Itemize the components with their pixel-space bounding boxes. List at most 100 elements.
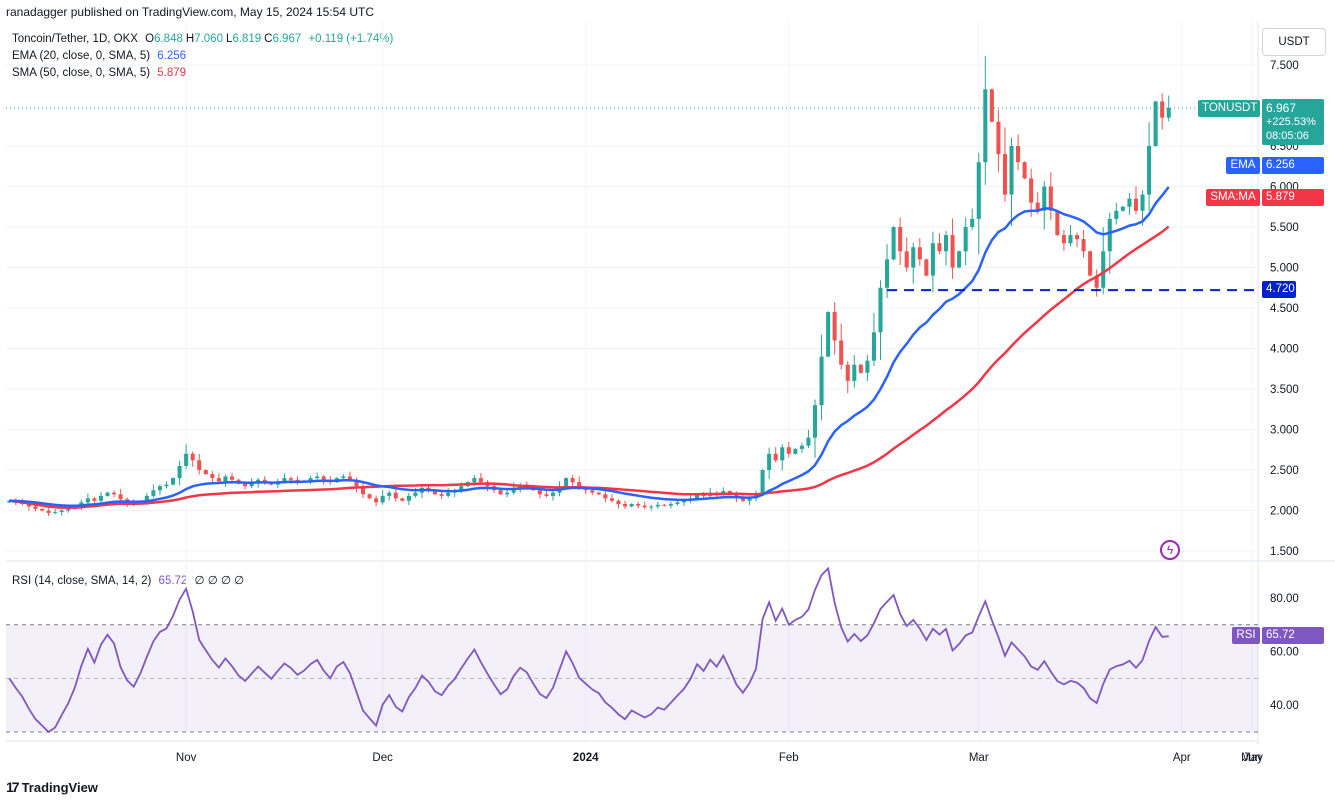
candle-body: [1120, 206, 1125, 211]
publish-header: ranadagger published on TradingView.com,…: [6, 5, 375, 19]
candle-body: [459, 486, 464, 491]
candle-body: [210, 474, 215, 479]
candle-body: [1042, 186, 1047, 211]
candle-body: [387, 492, 392, 496]
candle-body: [203, 470, 208, 475]
price-tick-label: 3.000: [1270, 425, 1299, 437]
candle-body: [590, 490, 595, 493]
price-tick-label: 4.000: [1270, 344, 1299, 356]
candle-body: [92, 498, 97, 501]
symbol-name: Toncoin/Tether, 1D, OKX: [12, 33, 138, 45]
candle-body: [904, 251, 909, 268]
candle-body: [609, 498, 614, 501]
ema-tag-label: EMA: [1226, 157, 1260, 174]
currency-button[interactable]: USDT: [1262, 28, 1326, 56]
candle-body: [924, 259, 929, 276]
candle-body: [1160, 101, 1165, 118]
price-tick-label: 7.500: [1270, 60, 1299, 72]
candle-body: [354, 479, 359, 487]
candle-body: [662, 504, 667, 506]
candle-body: [26, 504, 31, 507]
candle-body: [786, 447, 791, 454]
candle-body: [989, 89, 994, 122]
sma-legend[interactable]: SMA (50, close, 0, SMA, 5) 5.879: [12, 67, 186, 79]
rsi-tick-label: 60.00: [1270, 647, 1299, 659]
candle-body: [59, 510, 64, 513]
candle-body: [164, 484, 169, 487]
candle-body: [243, 483, 248, 487]
candle-body: [367, 494, 372, 499]
candle-body: [105, 492, 110, 496]
candle-body: [347, 476, 352, 480]
candle-body: [695, 494, 700, 499]
time-tick-label: Dec: [372, 752, 393, 764]
candle-body: [976, 162, 981, 219]
time-tick-label: Nov: [176, 752, 197, 764]
candle-body: [740, 498, 745, 501]
candle-body: [98, 495, 104, 501]
price-tick-label: 5.500: [1270, 222, 1299, 234]
candle-body: [1127, 198, 1132, 207]
candle-body: [118, 494, 123, 500]
candle-body: [839, 340, 844, 365]
candle-body: [249, 482, 254, 487]
candle-body: [799, 445, 804, 449]
candle-body: [577, 482, 582, 488]
candle-body: [1147, 146, 1152, 195]
footer-brand[interactable]: 17 TradingView: [6, 779, 98, 795]
candle-body: [439, 494, 444, 496]
ohlc-l: L6.819: [225, 33, 262, 45]
candle-body: [360, 486, 366, 495]
candle-body: [963, 227, 968, 252]
candle-body: [282, 478, 287, 482]
candle-body: [341, 476, 346, 479]
candle-body: [1002, 154, 1007, 195]
candle-body: [622, 504, 628, 507]
candle-body: [66, 508, 71, 511]
candle-body: [950, 235, 955, 268]
candle-body: [858, 364, 863, 373]
symbol-legend[interactable]: Toncoin/Tether, 1D, OKX O6.848 H7.060 L6.8…: [12, 33, 393, 45]
candle-body: [393, 492, 398, 499]
candle-body: [544, 494, 549, 496]
candle-body: [773, 453, 778, 461]
candle-body: [229, 476, 235, 480]
candle-body: [806, 437, 811, 446]
candle-body: [1166, 107, 1171, 118]
candle-body: [223, 476, 228, 482]
candle-body: [930, 243, 935, 276]
rsi-value: 65.72: [158, 575, 188, 587]
candle-body: [603, 494, 608, 499]
rsi-tag-label: RSI: [1232, 627, 1260, 644]
candle-body: [472, 478, 477, 483]
level-tag-value: 4.720: [1262, 281, 1296, 298]
ohlc-o: O6.848: [145, 33, 183, 45]
lightning-icon[interactable]: ϟ: [1160, 540, 1180, 560]
candle-body: [39, 508, 45, 511]
candle-body: [505, 492, 510, 495]
candle-body: [675, 502, 680, 505]
time-tick-label: Jun: [1243, 752, 1262, 764]
candle-body: [288, 478, 293, 480]
candle-body: [819, 356, 824, 406]
candle-body: [983, 89, 988, 163]
rsi-extra: ∅ ∅ ∅ ∅: [194, 575, 245, 587]
candle-body: [681, 500, 687, 503]
candle-body: [1114, 210, 1119, 219]
candle-body: [1107, 218, 1112, 252]
candle-body: [157, 486, 162, 491]
candle-body: [478, 478, 483, 483]
candle-body: [171, 478, 176, 485]
candle-body: [550, 492, 556, 496]
sma-tag-label: SMA:MA: [1206, 189, 1260, 206]
footer-brand-text: TradingView: [21, 779, 98, 795]
candle-body: [446, 492, 451, 496]
candle-body: [1081, 239, 1086, 252]
candle-body: [885, 259, 890, 288]
rsi-legend[interactable]: RSI (14, close, SMA, 14, 2) 65.72 ∅ ∅ ∅ …: [12, 573, 244, 587]
candle-body: [871, 332, 876, 361]
candle-body: [33, 506, 38, 509]
ema-legend[interactable]: EMA (20, close, 0, SMA, 5) 6.256: [12, 50, 186, 62]
candle-body: [112, 492, 117, 495]
